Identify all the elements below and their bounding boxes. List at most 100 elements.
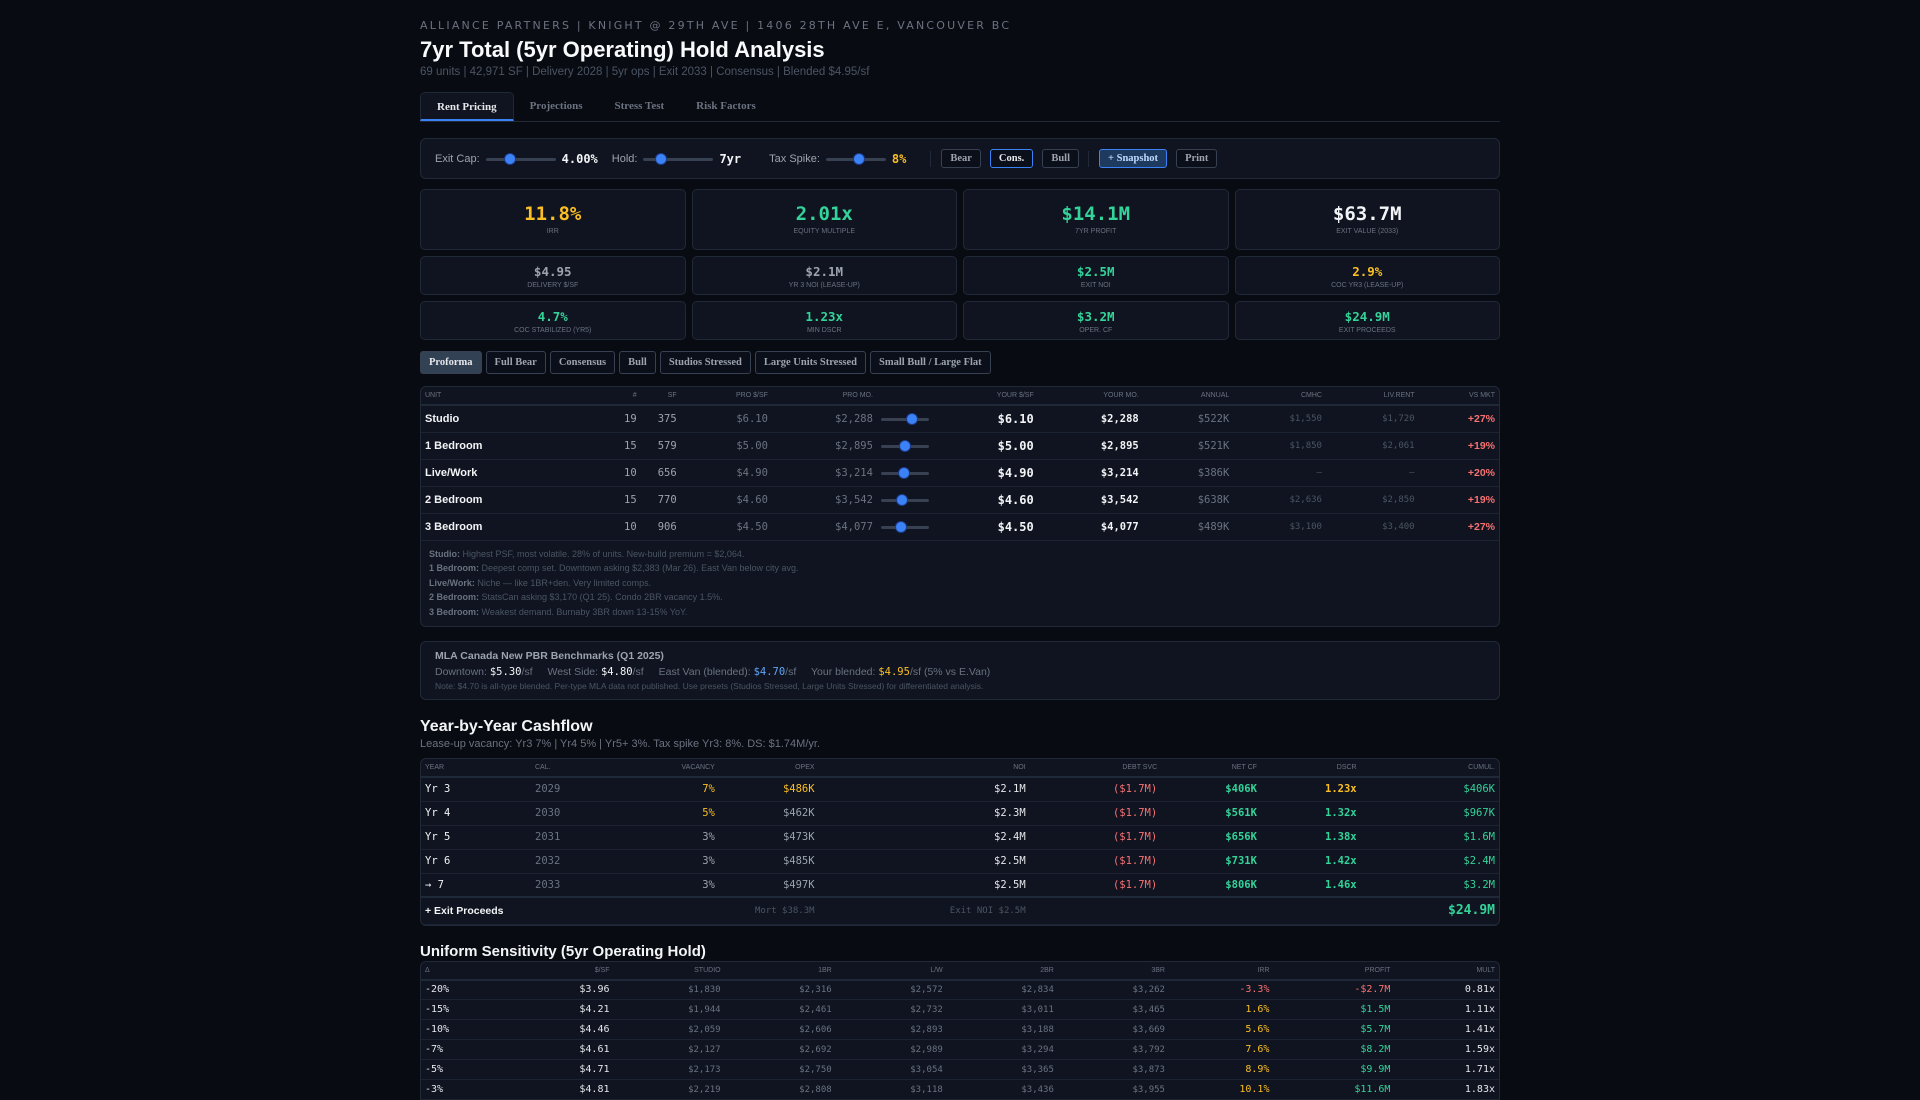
cashflow-cell: $2.4M xyxy=(1361,849,1499,873)
rent-slider[interactable] xyxy=(881,412,929,426)
property-eyebrow: ALLIANCE PARTNERS | KNIGHT @ 29TH AVE | … xyxy=(420,19,1500,32)
unit-pricing-panel: Unit#SFPro $/SFPro Mo.Your $/SFYour Mo.A… xyxy=(420,386,1500,627)
rent-slider[interactable] xyxy=(881,439,929,453)
sensitivity-cell: 5.6% xyxy=(1169,1020,1274,1040)
tax-spike-label: Tax Spike: xyxy=(769,153,820,165)
slider-thumb[interactable] xyxy=(899,440,911,452)
note-text: Highest PSF, most volatile. 28% of units… xyxy=(460,549,744,559)
kpi-value: $63.7M xyxy=(1236,203,1500,225)
exit-noi: Exit NOI $2.5M xyxy=(819,897,1030,924)
tab-projections[interactable]: Projections xyxy=(514,92,599,121)
cashflow-cell: 3% xyxy=(615,849,719,873)
column-header: 1BR xyxy=(725,962,836,980)
sensitivity-cell: $3,118 xyxy=(836,1080,947,1100)
kpi-tertiary-grid: 4.7%CoC Stabilized (Yr5)1.23xMin DSCR$3.… xyxy=(420,301,1500,340)
column-header: Profit xyxy=(1273,962,1394,980)
kpi-card: 4.7%CoC Stabilized (Yr5) xyxy=(420,301,686,340)
sensitivity-cell: -3.3% xyxy=(1169,980,1274,1000)
column-header: SF xyxy=(641,387,681,405)
sensitivity-cell: $3,188 xyxy=(947,1020,1058,1040)
preset-consensus-button[interactable]: Consensus xyxy=(550,351,615,374)
unit-note: Live/Work: Niche — like 1BR+den. Very li… xyxy=(429,576,1491,591)
sensitivity-cell: -3% xyxy=(421,1080,509,1100)
kpi-card: 1.23xMin DSCR xyxy=(692,301,958,340)
kpi-label: Equity Multiple xyxy=(693,228,957,235)
preset-large-units-stressed-button[interactable]: Large Units Stressed xyxy=(755,351,866,374)
cell-cmhc: $2,636 xyxy=(1233,486,1326,513)
sensitivity-cell: -7% xyxy=(421,1040,509,1060)
slider-thumb[interactable] xyxy=(896,494,908,506)
cashflow-cell: $486K xyxy=(719,777,819,801)
cashflow-cell: 2033 xyxy=(531,873,615,897)
unit-note: Studio: Highest PSF, most volatile. 28% … xyxy=(429,547,1491,562)
cashflow-cell: 3% xyxy=(615,825,719,849)
rent-slider-cell xyxy=(877,459,935,486)
scenario-bull-button[interactable]: Bull xyxy=(1042,149,1079,168)
cell-pro_psf: $4.50 xyxy=(681,513,772,540)
cell-pro_mo: $4,077 xyxy=(772,513,877,540)
sensitivity-cell: $2,732 xyxy=(836,1000,947,1020)
sensitivity-cell: 8.9% xyxy=(1169,1060,1274,1080)
cell-annual: $386K xyxy=(1143,459,1234,486)
cell-annual: $522K xyxy=(1143,405,1234,432)
cashflow-cell: $3.2M xyxy=(1361,873,1499,897)
preset-full-bear-button[interactable]: Full Bear xyxy=(486,351,546,374)
kpi-label: Exit Proceeds xyxy=(1236,327,1500,334)
exit-cap-slider[interactable] xyxy=(486,152,556,166)
table-row: -20%$3.96$1,830$2,316$2,572$2,834$3,262-… xyxy=(421,980,1499,1000)
cashflow-cell: Yr 6 xyxy=(421,849,531,873)
sensitivity-cell: $2,219 xyxy=(614,1080,725,1100)
preset-proforma-button[interactable]: Proforma xyxy=(420,351,482,374)
cashflow-cell: 1.46x xyxy=(1261,873,1361,897)
preset-studios-stressed-button[interactable]: Studios Stressed xyxy=(660,351,751,374)
unit-note: 1 Bedroom: Deepest comp set. Downtown as… xyxy=(429,561,1491,576)
kpi-label: Min DSCR xyxy=(693,327,957,334)
sensitivity-panel: Δ$/SFStudio1BRL/W2BR3BRIRRProfitMult-20%… xyxy=(420,961,1500,1100)
exit-spacer xyxy=(1030,897,1361,924)
tab-risk-factors[interactable]: Risk Factors xyxy=(680,92,772,121)
snapshot-button[interactable]: + Snapshot xyxy=(1099,149,1167,168)
rent-slider-cell xyxy=(877,405,935,432)
tab-stress-test[interactable]: Stress Test xyxy=(599,92,681,121)
print-button[interactable]: Print xyxy=(1176,149,1217,168)
cell-your_mo: $4,077 xyxy=(1038,513,1143,540)
note-key: Studio: xyxy=(429,549,460,559)
preset-bull-button[interactable]: Bull xyxy=(619,351,656,374)
cell-n: 15 xyxy=(571,486,641,513)
cell-unit: 1 Bedroom xyxy=(421,432,571,459)
sensitivity-cell: $3,465 xyxy=(1058,1000,1169,1020)
cell-livrent: $1,720 xyxy=(1326,405,1419,432)
scenario-bear-button[interactable]: Bear xyxy=(941,149,981,168)
sensitivity-cell: $3,669 xyxy=(1058,1020,1169,1040)
slider-thumb[interactable] xyxy=(906,413,918,425)
hold-slider[interactable] xyxy=(643,152,713,166)
cashflow-panel: YearCal.VacancyOpExNOIDebt SvcNet CFDSCR… xyxy=(420,758,1500,926)
cashflow-cell: $1.6M xyxy=(1361,825,1499,849)
cashflow-cell: ($1.7M) xyxy=(1030,801,1162,825)
rent-slider[interactable] xyxy=(881,466,929,480)
kpi-card: $14.1M7yr Profit xyxy=(963,189,1229,250)
sensitivity-cell: 1.83x xyxy=(1394,1080,1499,1100)
slider-thumb[interactable] xyxy=(895,521,907,533)
rent-slider[interactable] xyxy=(881,520,929,534)
tax-spike-slider[interactable] xyxy=(826,152,886,166)
kpi-card: $63.7MExit Value (2033) xyxy=(1235,189,1501,250)
tab-rent-pricing[interactable]: Rent Pricing xyxy=(420,92,514,121)
cashflow-title: Year-by-Year Cashflow xyxy=(420,718,1500,736)
cell-vs: +27% xyxy=(1419,405,1499,432)
cell-sf: 656 xyxy=(641,459,681,486)
cell-vs: +19% xyxy=(1419,486,1499,513)
sensitivity-cell: $5.7M xyxy=(1273,1020,1394,1040)
slider-thumb[interactable] xyxy=(898,467,910,479)
sensitivity-cell: $3,011 xyxy=(947,1000,1058,1020)
rent-slider[interactable] xyxy=(881,493,929,507)
preset-small-bull-large-flat-button[interactable]: Small Bull / Large Flat xyxy=(870,351,991,374)
scenario-cons-button[interactable]: Cons. xyxy=(990,149,1033,168)
